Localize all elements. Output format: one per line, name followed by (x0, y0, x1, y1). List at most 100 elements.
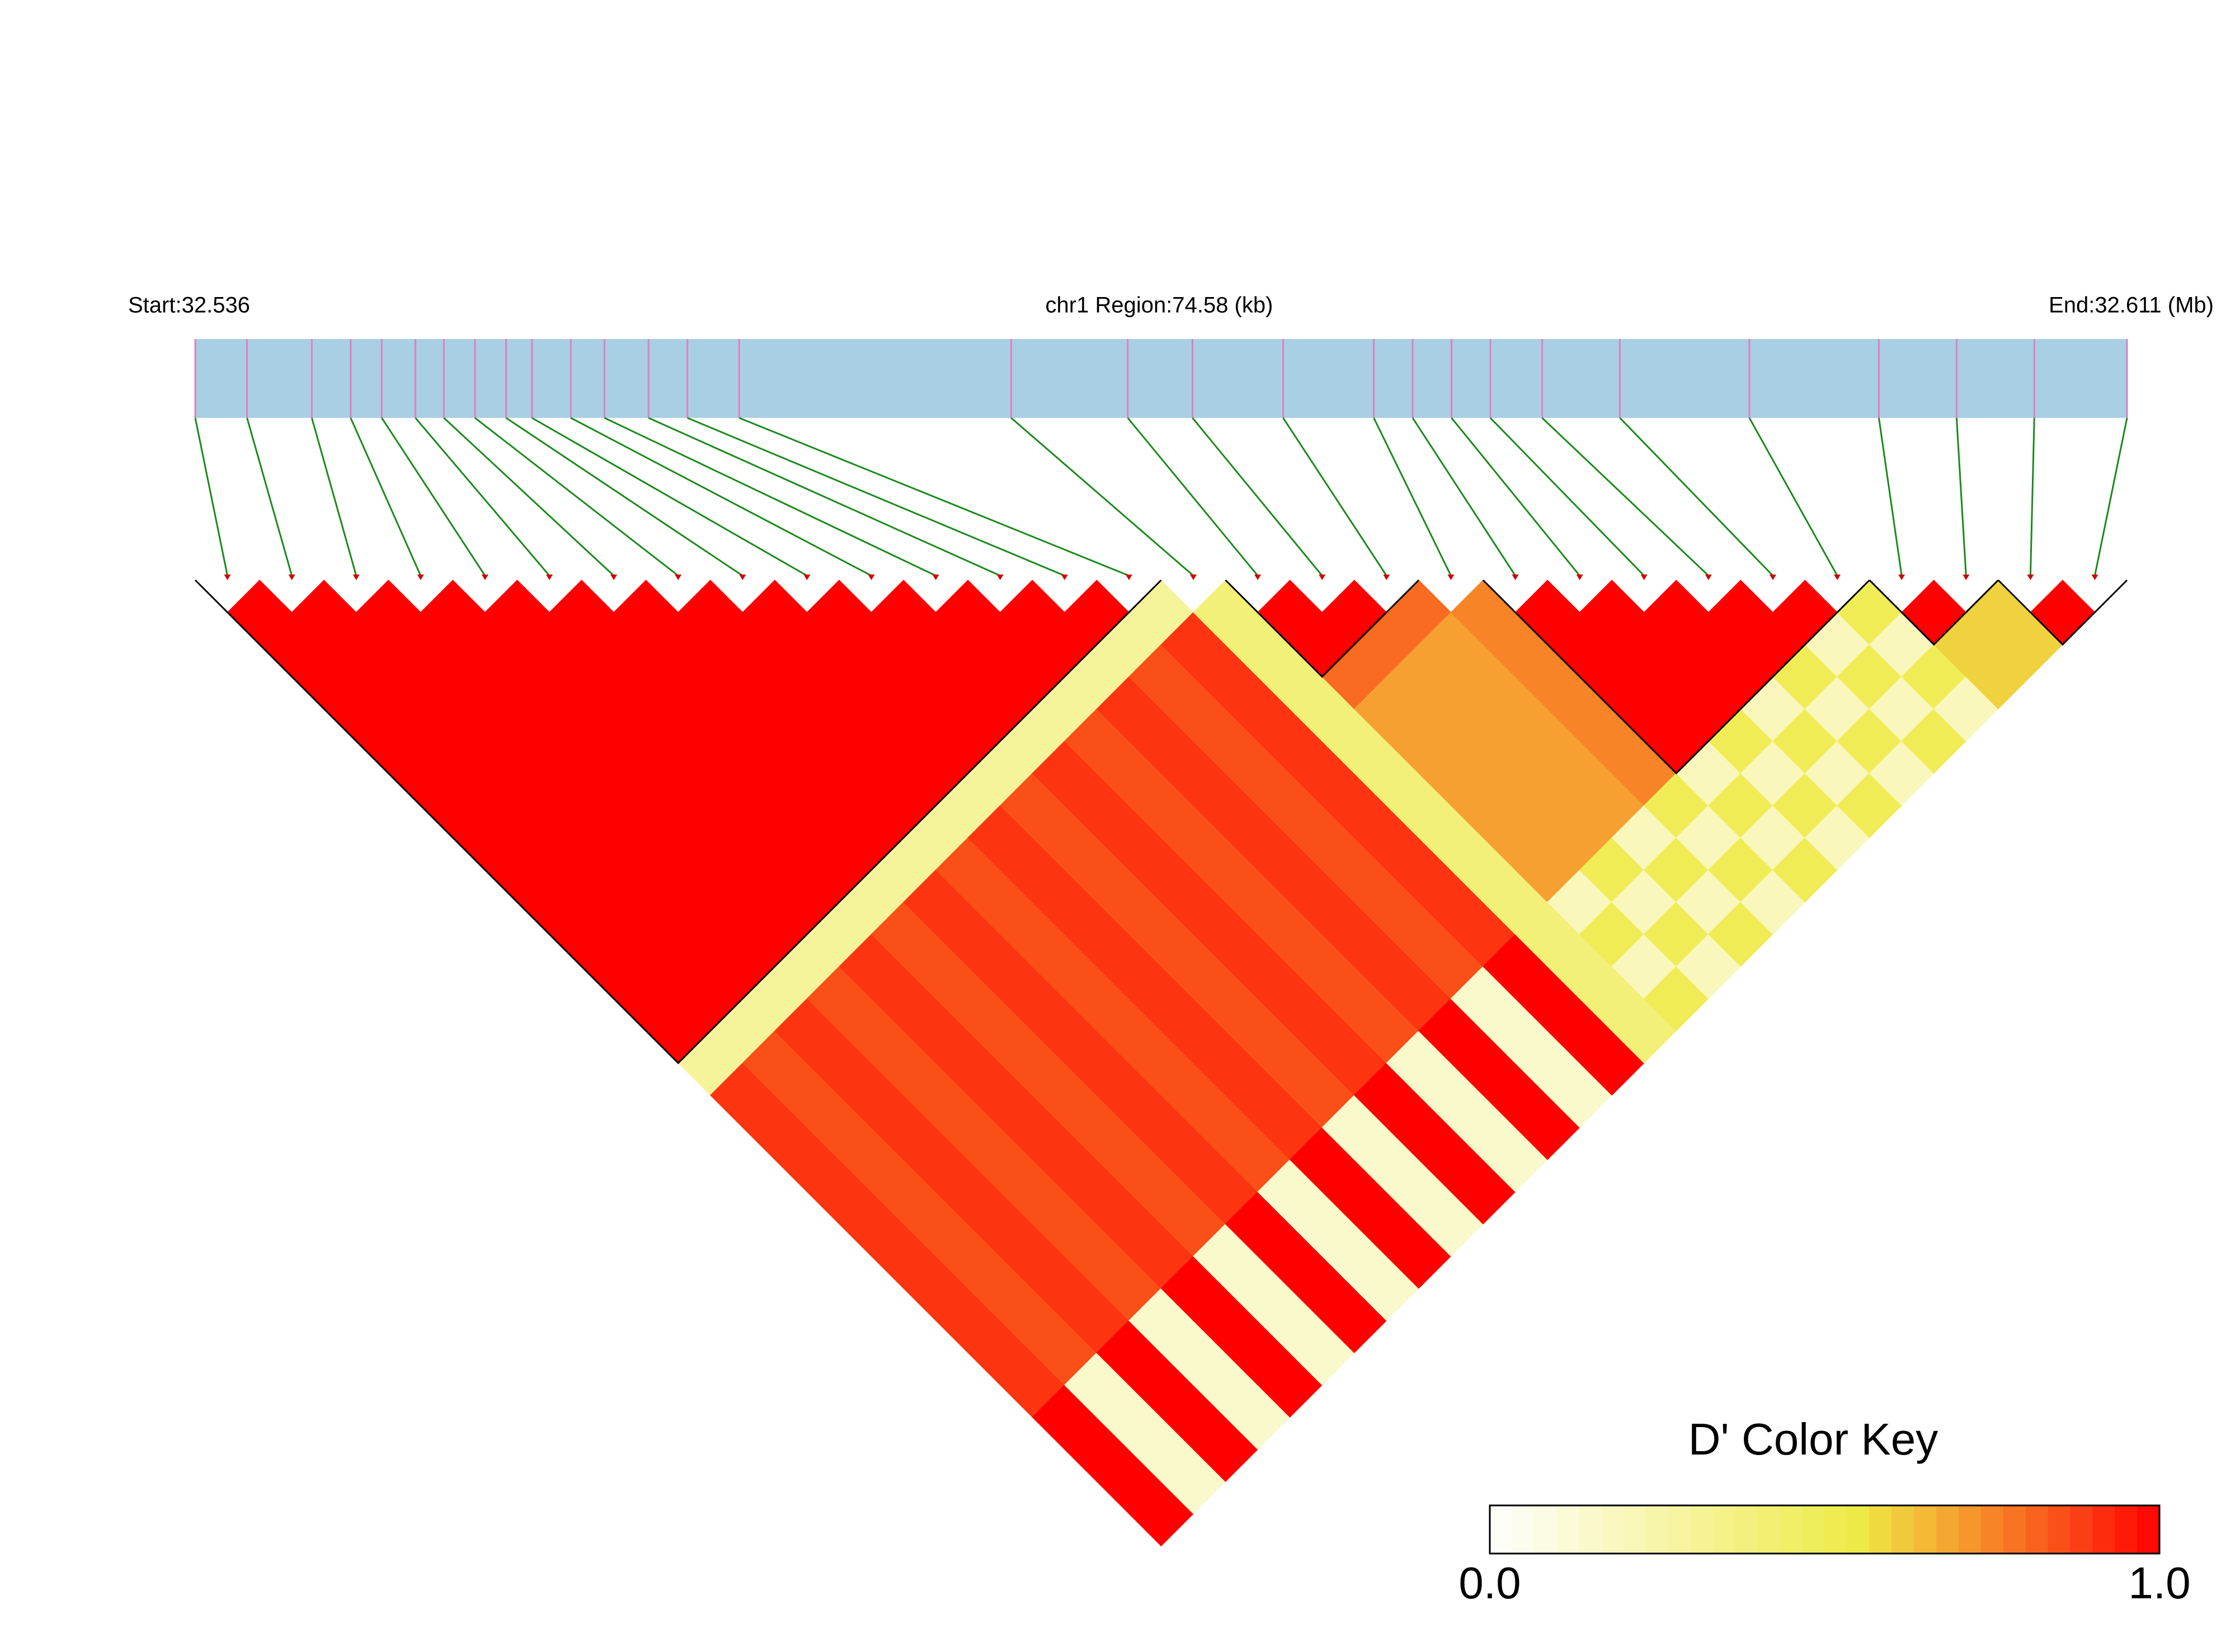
color-key-step (1757, 1505, 1781, 1554)
snp-marker (1254, 575, 1262, 580)
snp-marker (417, 575, 424, 580)
snp-marker (1125, 575, 1132, 580)
snp-link (1282, 417, 1387, 576)
snp-link (443, 417, 615, 577)
snp-link (1373, 417, 1452, 576)
snp-marker (1640, 575, 1648, 580)
color-key-step (1735, 1505, 1758, 1554)
color-key-step (1490, 1505, 1513, 1554)
snp-link (1748, 417, 1838, 576)
color-key-step (1891, 1505, 1915, 1554)
snp-marker (352, 575, 360, 580)
color-key-step (2003, 1505, 2026, 1554)
snp-marker (1061, 575, 1068, 580)
ld-block (194, 579, 1162, 1065)
snp-link (1619, 417, 1774, 577)
snp-marker (610, 575, 618, 580)
color-key-step (1958, 1505, 1982, 1554)
color-key-step (1780, 1505, 1803, 1554)
snp-marker (2091, 575, 2098, 580)
snp-marker (1512, 575, 1519, 580)
snp-link (246, 417, 293, 576)
color-key-step (2092, 1505, 2116, 1554)
snp-marker (675, 575, 682, 580)
snp-link (2093, 417, 2128, 576)
snp-marker (803, 575, 811, 580)
snp-marker (1383, 575, 1390, 580)
snp-link (415, 417, 550, 576)
snp-marker (1963, 575, 1970, 580)
snp-marker (1898, 575, 1905, 580)
color-key-step (2048, 1505, 2071, 1554)
snp-link (570, 417, 872, 577)
color-key-step (1869, 1505, 1893, 1554)
snp-link (738, 417, 1130, 577)
color-key-step (1802, 1505, 1825, 1554)
snp-marker (288, 575, 295, 580)
snp-marker (1705, 575, 1712, 580)
snp-marker (481, 575, 488, 580)
snp-marker (868, 575, 875, 580)
snp-link (474, 417, 679, 577)
region-label: chr1 Region:74.58 (kb) (1046, 293, 1273, 318)
color-key-step (1691, 1505, 1714, 1554)
color-key-step (1556, 1505, 1580, 1554)
start-label: Start:32.536 (128, 293, 250, 318)
color-key-step (1579, 1505, 1602, 1554)
snp-marker (1769, 575, 1776, 580)
snp-link (1955, 417, 1967, 576)
snp-marker (1834, 575, 1841, 580)
snp-link (1010, 417, 1194, 577)
snp-link (1127, 417, 1259, 576)
snp-marker (546, 575, 553, 580)
snp-marker (996, 575, 1004, 580)
color-key-step (1847, 1505, 1870, 1554)
snp-link (381, 417, 486, 576)
color-key-step (1646, 1505, 1669, 1554)
color-key-step (1601, 1505, 1625, 1554)
ld-block (1869, 579, 1999, 646)
color-key-step (1534, 1505, 1558, 1554)
snp-marker (1190, 575, 1197, 580)
snp-link (648, 417, 1001, 577)
color-key-title: D' Color Key (1688, 1414, 1938, 1464)
snp-marker (2027, 575, 2034, 580)
snp-link (350, 417, 422, 576)
snp-link (310, 417, 357, 576)
color-key-step (2115, 1505, 2138, 1554)
color-key-step (1668, 1505, 1692, 1554)
color-key-step (1980, 1505, 2004, 1554)
color-key-step (1713, 1505, 1736, 1554)
color-key-step (1824, 1505, 1848, 1554)
snp-marker (932, 575, 939, 580)
color-key-frame (1489, 1504, 2161, 1555)
color-key-tick-label: 0.0 (1458, 1558, 1521, 1608)
color-key-tick-label: 1.0 (2128, 1558, 2190, 1608)
color-key-step (2137, 1505, 2160, 1554)
ld-block (1997, 579, 2128, 646)
snp-bar (195, 339, 2127, 418)
end-label: End:32.611 (Mb) (2049, 293, 2214, 318)
snp-link (194, 417, 229, 576)
snp-marker (739, 575, 746, 580)
snp-marker (1447, 575, 1455, 580)
snp-link (505, 417, 744, 577)
color-key-step (1624, 1505, 1647, 1554)
snp-link (1411, 417, 1516, 576)
color-key-step (1914, 1505, 1937, 1554)
snp-link (1451, 417, 1580, 576)
snp-link (1192, 417, 1323, 576)
color-key-step (1512, 1505, 1535, 1554)
snp-marker (224, 575, 231, 580)
snp-link (531, 417, 808, 577)
ld-block (1482, 579, 1870, 775)
snp-link (1489, 417, 1645, 577)
snp-marker (1576, 575, 1583, 580)
snp-link (1878, 417, 1903, 576)
snp-link (2029, 417, 2035, 576)
snp-link (604, 417, 937, 577)
snp-marker (1319, 575, 1326, 580)
snp-link (687, 417, 1065, 577)
